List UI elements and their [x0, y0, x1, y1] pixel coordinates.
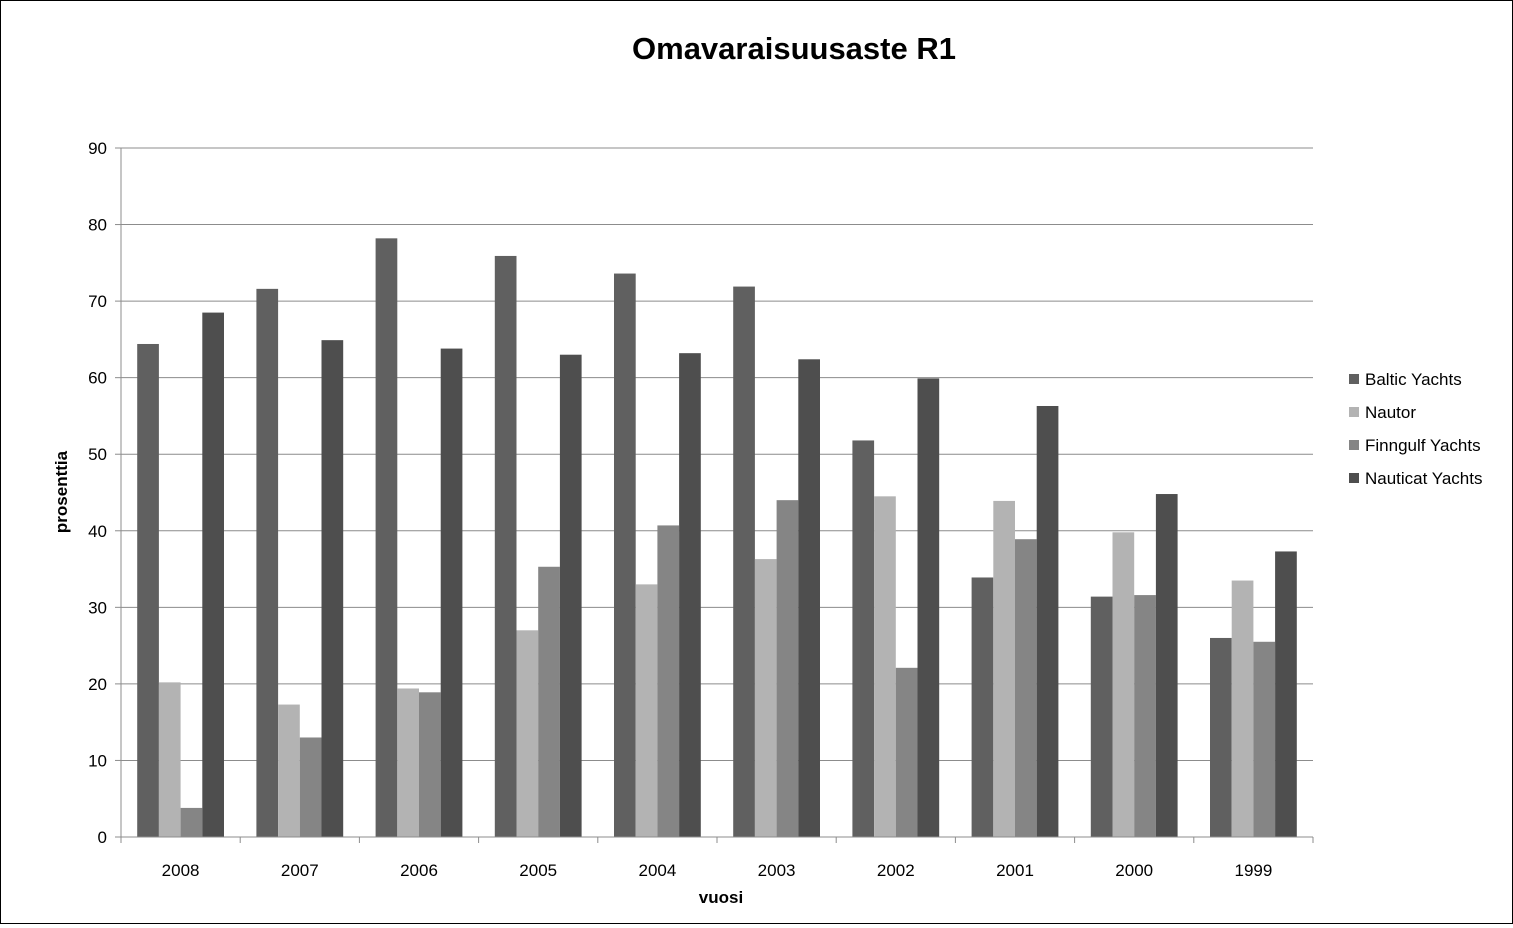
bar-finngulf-yachts-2007 — [299, 737, 322, 837]
x-tick-label: 2003 — [758, 861, 796, 880]
bar-baltic-yachts-2003 — [733, 286, 755, 837]
legend-label: Finngulf Yachts — [1365, 436, 1481, 455]
bar-nautor-2001 — [993, 500, 1015, 837]
gridlines — [121, 147, 1313, 761]
x-axis-title: vuosi — [699, 888, 743, 907]
bar-nauticat-yachts-2006 — [440, 348, 463, 837]
bar-baltic-yachts-2001 — [971, 577, 994, 837]
bar-nauticat-yachts-2003 — [798, 359, 820, 837]
legend-label: Nauticat Yachts — [1365, 469, 1483, 488]
bar-nauticat-yachts-2008 — [202, 312, 224, 837]
x-tick-label: 2004 — [638, 861, 676, 880]
bar-nauticat-yachts-2004 — [679, 353, 701, 837]
x-tick-label: 2008 — [162, 861, 200, 880]
bar-finngulf-yachts-2008 — [180, 807, 203, 837]
bar-nauticat-yachts-2001 — [1036, 405, 1059, 837]
y-tick-label: 40 — [88, 522, 107, 541]
bar-finngulf-yachts-2005 — [538, 566, 560, 837]
legend-swatch — [1349, 407, 1359, 417]
bar-nautor-2002 — [874, 496, 896, 837]
bar-finngulf-yachts-2000 — [1134, 595, 1156, 837]
legend-label: Baltic Yachts — [1365, 370, 1462, 389]
axes: 0 10 20 30 40 50 60 70 80 90 2008 2007 2006 2005 2004 2… — [88, 139, 1314, 880]
y-tick-label: 60 — [88, 369, 107, 388]
bar-nauticat-yachts-2005 — [559, 354, 582, 837]
y-tick-label: 70 — [88, 292, 107, 311]
bar-nautor-1999 — [1231, 580, 1254, 837]
legend-swatch — [1349, 473, 1359, 483]
legend-swatch — [1349, 374, 1359, 384]
bars — [137, 238, 1297, 838]
bar-baltic-yachts-2006 — [375, 238, 398, 837]
bar-nautor-2005 — [516, 630, 539, 837]
bar-nauticat-yachts-2007 — [321, 340, 344, 837]
bar-nauticat-yachts-1999 — [1275, 551, 1297, 837]
bar-finngulf-yachts-1999 — [1253, 641, 1276, 837]
y-tick-label: 30 — [88, 598, 107, 617]
bar-finngulf-yachts-2006 — [419, 692, 441, 837]
y-tick-label: 90 — [88, 139, 107, 158]
x-tick-label: 2006 — [400, 861, 438, 880]
bar-baltic-yachts-2008 — [137, 343, 159, 837]
bar-finngulf-yachts-2003 — [776, 500, 799, 837]
x-tick-label: 2007 — [281, 861, 319, 880]
y-tick-label: 80 — [88, 216, 107, 235]
legend-label: Nautor — [1365, 403, 1416, 422]
legend-swatch — [1349, 440, 1359, 450]
bar-nautor-2000 — [1112, 532, 1135, 837]
x-tick-label: 2000 — [1115, 861, 1153, 880]
bar-nautor-2006 — [397, 688, 419, 837]
bar-baltic-yachts-2000 — [1090, 596, 1113, 837]
bar-nautor-2008 — [158, 682, 181, 837]
bar-nautor-2007 — [278, 704, 300, 837]
y-axis-title: prosenttia — [52, 450, 71, 533]
bar-finngulf-yachts-2001 — [1015, 539, 1037, 837]
y-tick-label: 0 — [98, 828, 107, 847]
bar-nauticat-yachts-2000 — [1155, 494, 1178, 837]
x-tick-label: 2001 — [996, 861, 1034, 880]
bar-baltic-yachts-2004 — [614, 273, 636, 837]
chart-title: Omavaraisuusaste R1 — [632, 31, 956, 66]
bar-baltic-yachts-2005 — [494, 255, 517, 837]
legend: Baltic Yachts Nautor Finngulf Yachts Nautic… — [1349, 370, 1483, 488]
bar-finngulf-yachts-2004 — [657, 525, 680, 837]
y-tick-label: 10 — [88, 751, 107, 770]
y-tick-label: 20 — [88, 675, 107, 694]
bar-nautor-2003 — [754, 559, 777, 837]
bar-finngulf-yachts-2002 — [895, 667, 918, 837]
bar-nautor-2004 — [635, 584, 658, 837]
bar-baltic-yachts-2007 — [256, 288, 279, 838]
x-tick-label: 2005 — [519, 861, 557, 880]
y-tick-label: 50 — [88, 445, 107, 464]
bar-baltic-yachts-2002 — [852, 440, 875, 837]
x-tick-label: 1999 — [1234, 861, 1272, 880]
x-tick-label: 2002 — [877, 861, 915, 880]
bar-nauticat-yachts-2002 — [917, 378, 940, 837]
bar-baltic-yachts-1999 — [1210, 637, 1232, 837]
